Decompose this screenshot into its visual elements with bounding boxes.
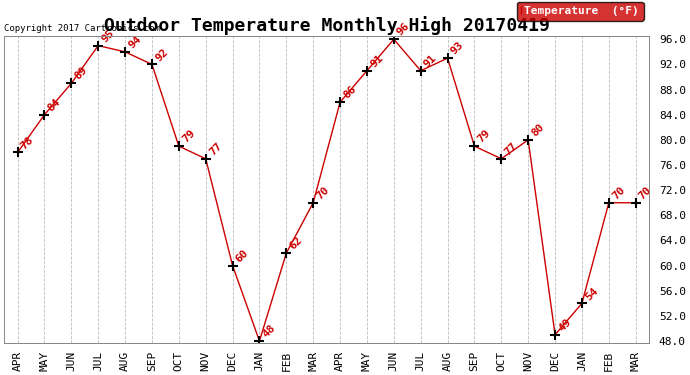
Text: 70: 70	[637, 185, 653, 201]
Text: 80: 80	[529, 122, 546, 138]
Text: 77: 77	[503, 141, 520, 158]
Text: 78: 78	[19, 135, 36, 151]
Text: 84: 84	[46, 97, 63, 113]
Text: 91: 91	[368, 53, 385, 69]
Text: 89: 89	[72, 65, 89, 82]
Text: 77: 77	[207, 141, 224, 158]
Text: 93: 93	[449, 40, 466, 57]
Text: 86: 86	[342, 84, 358, 101]
Text: 70: 70	[315, 185, 331, 201]
Text: 96: 96	[395, 21, 412, 38]
Text: 70: 70	[610, 185, 627, 201]
Text: 49: 49	[556, 317, 573, 333]
Title: Outdoor Temperature Monthly High 20170419: Outdoor Temperature Monthly High 2017041…	[104, 16, 549, 34]
Text: 92: 92	[153, 46, 170, 63]
Text: 95: 95	[99, 28, 116, 44]
Legend: Temperature  (°F): Temperature (°F)	[517, 2, 644, 21]
Text: Copyright 2017 Cartronics.com: Copyright 2017 Cartronics.com	[4, 24, 160, 33]
Text: 94: 94	[126, 34, 143, 51]
Text: 79: 79	[476, 128, 493, 145]
Text: 79: 79	[180, 128, 197, 145]
Text: 62: 62	[288, 235, 304, 252]
Text: 48: 48	[261, 323, 277, 340]
Text: 54: 54	[583, 285, 600, 302]
Text: 60: 60	[234, 248, 250, 264]
Text: 91: 91	[422, 53, 439, 69]
